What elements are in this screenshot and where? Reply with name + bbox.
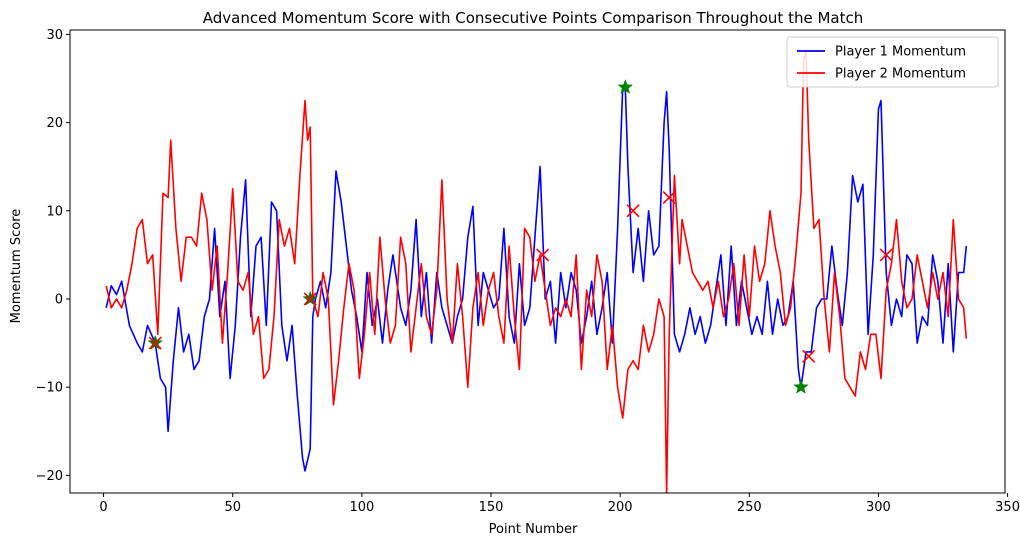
star-marker [617, 79, 634, 94]
y-tick-label: 20 [46, 116, 63, 131]
y-axis-title: Momentum Score [9, 209, 24, 324]
star-marker [793, 378, 809, 394]
chart-title: Advanced Momentum Score with Consecutive… [203, 9, 863, 27]
y-tick-label: 10 [46, 204, 63, 219]
cross-marker [303, 292, 317, 306]
cross-marker [626, 204, 640, 218]
x-tick-label: 0 [99, 500, 107, 515]
marker-layer [147, 79, 893, 394]
legend-label: Player 1 Momentum [835, 45, 966, 60]
y-tick-label: −20 [36, 469, 63, 484]
series-layer [105, 51, 968, 493]
x-tick-label: 350 [995, 500, 1020, 515]
x-tick-label: 50 [224, 500, 241, 515]
cross-marker [148, 336, 162, 350]
cross-marker [536, 248, 550, 262]
y-tick-label: 30 [46, 28, 63, 43]
legend: Player 1 Momentum Player 2 Momentum [786, 36, 999, 88]
plot-area [105, 51, 968, 493]
plot-frame [69, 29, 1006, 494]
series-line-player-1 [105, 86, 968, 472]
x-axis-title: Point Number [489, 522, 578, 537]
y-tick-label: −10 [36, 381, 63, 396]
x-tick-label: 150 [479, 500, 504, 515]
x-axis: 0 50 100 150 200 250 300 350 [99, 493, 1020, 515]
cross-marker [802, 349, 816, 363]
legend-label: Player 2 Momentum [835, 67, 966, 82]
y-tick-label: 0 [55, 292, 63, 307]
x-tick-label: 200 [608, 500, 633, 515]
series-line-player-2 [105, 51, 968, 493]
legend-box [786, 36, 999, 88]
x-tick-label: 300 [866, 500, 891, 515]
cross-marker [879, 248, 893, 262]
x-tick-label: 100 [349, 500, 374, 515]
x-tick-label: 250 [737, 500, 762, 515]
y-axis: −20 −10 0 10 20 30 [36, 28, 70, 484]
cross-marker [662, 190, 676, 205]
